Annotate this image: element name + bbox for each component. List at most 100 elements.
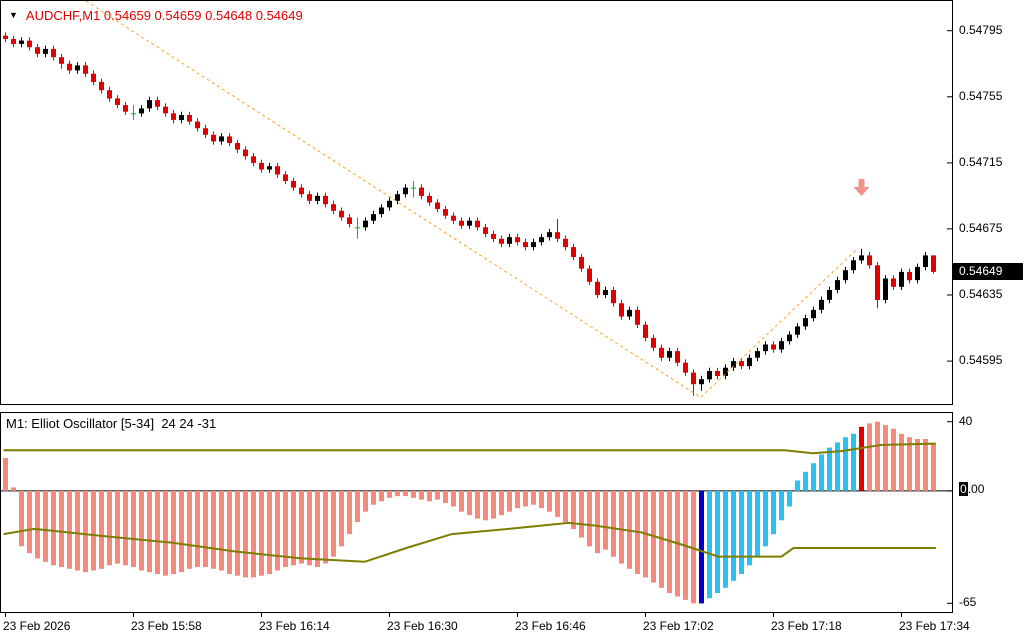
histogram-bar: [475, 490, 480, 519]
chart-title: ▼ AUDCHF,M1 0.54659 0.54659 0.54648 0.54…: [9, 8, 303, 23]
candle: [923, 252, 928, 271]
candle: [691, 369, 696, 396]
histogram-bar: [907, 437, 912, 491]
histogram-bar: [147, 490, 152, 573]
histogram-bar: [331, 490, 336, 557]
histogram-bar: [339, 490, 344, 547]
histogram-bar: [747, 490, 752, 566]
candles-layer: [3, 32, 936, 396]
candle: [235, 139, 240, 153]
histogram-bar: [315, 490, 320, 567]
candle: [475, 217, 480, 231]
candle: [843, 266, 848, 284]
candle: [155, 96, 160, 110]
candle: [267, 162, 272, 173]
histogram-bar: [115, 490, 120, 564]
candle: [107, 86, 112, 102]
histogram-bar: [691, 490, 696, 604]
histogram-bar: [443, 490, 448, 503]
histogram-bar: [419, 490, 424, 500]
candle: [203, 124, 208, 139]
histogram-bar: [11, 487, 16, 491]
candle: [491, 230, 496, 243]
candle: [539, 233, 544, 246]
histogram-bar: [787, 490, 792, 507]
candle: [123, 101, 128, 115]
histogram-bar: [715, 490, 720, 593]
histogram-bar: [251, 490, 256, 578]
histogram-bar: [755, 490, 760, 557]
candle: [347, 214, 352, 228]
histogram-bar: [539, 490, 544, 509]
histogram-bar: [35, 490, 40, 559]
candle: [403, 184, 408, 198]
candle: [331, 200, 336, 215]
time-tick-mark: [517, 613, 518, 617]
zigzag-trendline[interactable]: [85, 1, 858, 399]
histogram-bar: [435, 490, 440, 500]
time-axis[interactable]: 23 Feb 2026 23 Feb 15:58 23 Feb 16:14 23 Fe…: [0, 613, 1024, 640]
candle: [755, 347, 760, 362]
histogram-bar: [491, 490, 496, 519]
candle: [355, 217, 360, 239]
candle: [555, 219, 560, 243]
price-axis[interactable]: 0.54795 0.54755 0.54715 0.54675 0.54635 0.545…: [953, 0, 1024, 613]
candle: [291, 177, 296, 191]
candle: [67, 60, 72, 74]
candle: [139, 105, 144, 117]
histogram-bar: [795, 480, 800, 491]
histogram-bar: [883, 425, 888, 491]
histogram-bar: [51, 490, 56, 566]
histogram-bar: [499, 490, 504, 516]
candle: [219, 133, 224, 145]
candle: [3, 32, 8, 43]
candle: [131, 105, 136, 120]
candle: [435, 199, 440, 213]
time-label: 23 Feb 16:30: [387, 619, 458, 633]
dropdown-triangle-icon[interactable]: ▼: [9, 10, 18, 20]
price-pane[interactable]: ▼ AUDCHF,M1 0.54659 0.54659 0.54648 0.54…: [0, 0, 953, 405]
candle: [323, 192, 328, 208]
oscillator-canvas: [1, 421, 952, 604]
candle: [427, 192, 432, 206]
histogram-bar: [91, 490, 96, 571]
histogram-bar: [771, 490, 776, 535]
histogram-bar: [451, 490, 456, 507]
osc-current-badge: 0: [959, 482, 968, 496]
histogram-bar: [867, 423, 872, 491]
price-tick-label: 0.54715: [959, 155, 1003, 169]
histogram-bar: [571, 490, 576, 529]
histogram-bar: [723, 490, 728, 588]
candle: [723, 364, 728, 380]
histogram-bar: [803, 471, 808, 491]
histogram-bar: [283, 490, 288, 567]
histogram-bar: [923, 439, 928, 491]
histogram-bar: [299, 490, 304, 564]
histogram-bar: [371, 490, 376, 505]
candle: [579, 253, 584, 272]
candle: [211, 131, 216, 145]
histogram-bar: [779, 490, 784, 521]
histogram-bar: [667, 490, 672, 593]
candle: [299, 184, 304, 198]
candle: [587, 265, 592, 286]
histogram-bar: [819, 454, 824, 491]
candle: [571, 243, 576, 261]
histogram-bar: [179, 490, 184, 573]
candle: [643, 321, 648, 342]
candle: [363, 217, 368, 231]
candle: [707, 367, 712, 383]
candle: [507, 233, 512, 248]
candle: [699, 375, 704, 391]
histogram-bar: [811, 463, 816, 491]
histogram-bar: [203, 490, 208, 567]
pane-divider[interactable]: [0, 405, 953, 412]
histogram-bar: [3, 458, 8, 491]
indicator-pane[interactable]: M1: Elliot Oscillator [5-34] 24 24 -31: [0, 412, 953, 613]
candle: [779, 337, 784, 353]
histogram-bar: [139, 490, 144, 571]
time-label: 23 Feb 17:34: [899, 619, 970, 633]
candle: [603, 286, 608, 299]
histogram-bar: [899, 433, 904, 491]
